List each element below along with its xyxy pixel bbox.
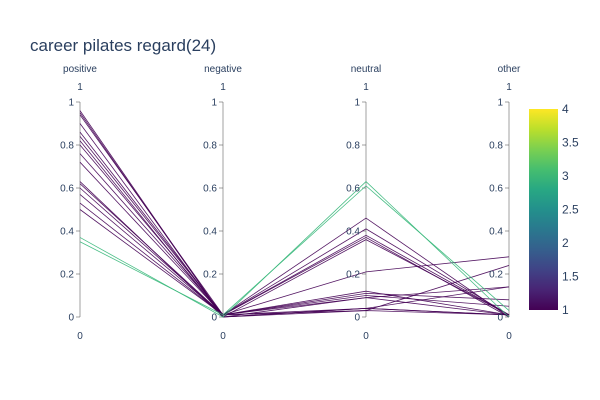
axis-tick-label: 0.4 <box>203 227 217 238</box>
axis-tick-label: 0.6 <box>60 184 74 195</box>
axis-tick-label: 1 <box>211 98 217 109</box>
axis-tick-label: 0 <box>497 313 503 324</box>
axis-tick-label: 0.8 <box>60 141 74 152</box>
data-line-4 <box>79 131 510 316</box>
data-line-14 <box>79 202 510 318</box>
lines-layer <box>79 110 510 318</box>
data-line-9 <box>79 161 510 316</box>
axis-range-top-positive: 1 <box>77 82 83 93</box>
axis-tick-label: 0.8 <box>203 141 217 152</box>
axis-label-negative: negative <box>204 64 242 75</box>
axis-tick-label: 0.4 <box>489 227 503 238</box>
axis-range-top-neutral: 1 <box>363 82 369 93</box>
data-line-17 <box>79 185 510 316</box>
colorbar-gradient <box>529 109 558 310</box>
axis-tick-label: 1 <box>68 98 74 109</box>
axis-label-positive: positive <box>63 64 97 75</box>
axis-tick-label: 0.6 <box>203 184 217 195</box>
data-line-3 <box>79 123 510 318</box>
axis-tick-label: 0.2 <box>346 270 360 281</box>
axis-tick-label: 0.4 <box>346 227 360 238</box>
data-line-16 <box>79 180 510 318</box>
colorbar-tick-label: 1.5 <box>562 270 579 284</box>
axis-range-bottom-neutral: 0 <box>363 331 369 342</box>
data-line-6 <box>79 140 510 318</box>
axis-tick-label: 1 <box>497 98 503 109</box>
axis-tick-label: 0.4 <box>60 227 74 238</box>
data-line-11 <box>79 183 510 318</box>
axis-tick-label: 0.6 <box>489 184 503 195</box>
axis-range-bottom-negative: 0 <box>220 331 226 342</box>
data-line-8 <box>79 153 510 316</box>
data-line-0 <box>79 110 510 318</box>
colorbar-tick-label: 4 <box>562 102 569 116</box>
data-line-15 <box>79 209 510 316</box>
colorbar-tick-label: 2.5 <box>562 203 579 217</box>
colorbar-tick-label: 2 <box>562 236 569 250</box>
axis-tick-label: 0 <box>354 313 360 324</box>
axis-range-top-other: 1 <box>506 82 512 93</box>
axis-tick-label: 0.2 <box>489 270 503 281</box>
axis-tick-label: 0.8 <box>346 141 360 152</box>
axis-range-top-negative: 1 <box>220 82 226 93</box>
data-line-7 <box>79 144 510 316</box>
data-line-12 <box>79 187 510 316</box>
colorbar-tick-label: 3 <box>562 169 569 183</box>
colorbar-tick-label: 3.5 <box>562 136 579 150</box>
axis-tick-label: 0.2 <box>60 270 74 281</box>
data-line-2 <box>79 114 510 316</box>
axis-range-bottom-positive: 0 <box>77 331 83 342</box>
axis-tick-label: 0.2 <box>203 270 217 281</box>
axis-ticks-layer: positive1000.20.40.60.81negative1000.20.… <box>60 64 521 342</box>
axis-tick-label: 0 <box>68 313 74 324</box>
axis-label-neutral: neutral <box>351 64 382 75</box>
axis-tick-label: 0.8 <box>489 141 503 152</box>
axis-tick-label: 0 <box>211 313 217 324</box>
axis-tick-label: 0.6 <box>346 184 360 195</box>
colorbar-tick-label: 1 <box>562 303 569 317</box>
axis-range-bottom-other: 0 <box>506 331 512 342</box>
colorbar: 1 1.5 2 2.5 3 3.5 4 <box>529 102 579 317</box>
axis-label-other: other <box>498 64 521 75</box>
axis-tick-label: 1 <box>354 98 360 109</box>
data-line-5 <box>79 136 510 316</box>
chart-title: career pilates regard(24) <box>30 36 216 55</box>
data-line-13 <box>79 194 510 316</box>
